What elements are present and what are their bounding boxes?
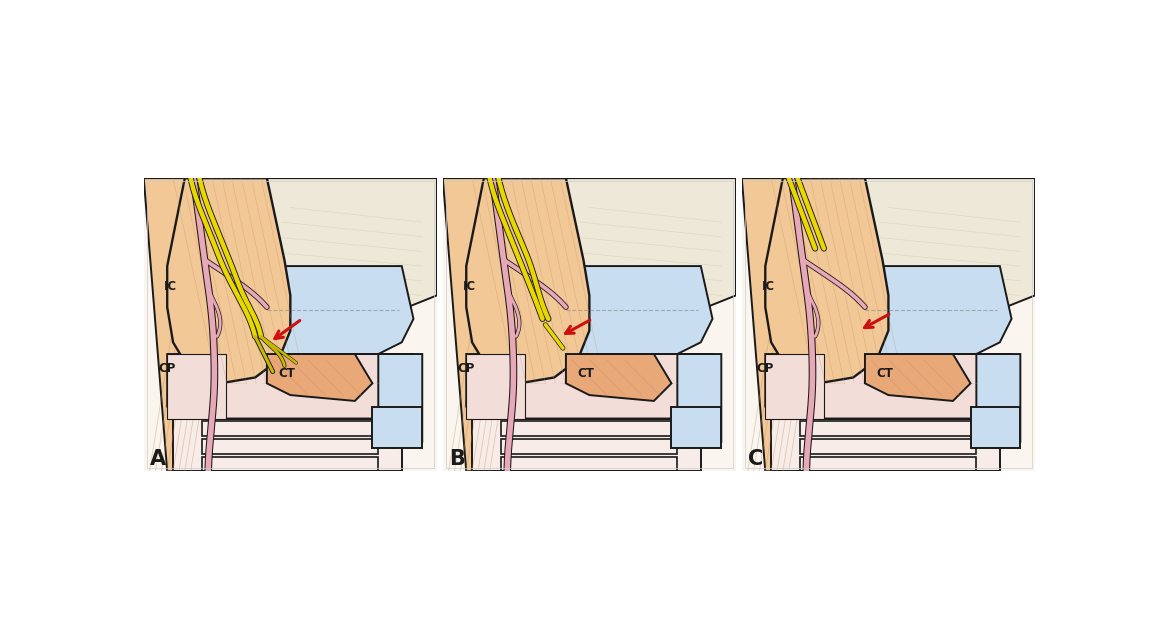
Polygon shape	[466, 354, 524, 419]
Polygon shape	[267, 354, 373, 401]
Text: CT: CT	[278, 368, 296, 381]
Polygon shape	[443, 178, 524, 471]
Polygon shape	[971, 407, 1020, 448]
Polygon shape	[765, 354, 1012, 419]
Text: IC: IC	[762, 280, 775, 293]
Polygon shape	[765, 354, 823, 419]
Text: IC: IC	[463, 280, 476, 293]
Text: CP: CP	[458, 361, 475, 375]
Polygon shape	[742, 178, 823, 471]
Text: CT: CT	[876, 368, 894, 381]
Text: CP: CP	[159, 361, 176, 375]
Polygon shape	[466, 354, 713, 419]
Polygon shape	[806, 178, 1035, 313]
Text: IC: IC	[164, 280, 177, 293]
Polygon shape	[865, 354, 971, 401]
Polygon shape	[144, 178, 437, 471]
Polygon shape	[167, 354, 414, 419]
Text: A: A	[150, 449, 166, 469]
Polygon shape	[742, 178, 1035, 471]
Text: B: B	[448, 449, 465, 469]
Polygon shape	[144, 178, 225, 471]
Polygon shape	[373, 407, 422, 448]
Polygon shape	[172, 419, 401, 471]
Text: CP: CP	[757, 361, 774, 375]
Polygon shape	[672, 407, 721, 448]
Text: CT: CT	[577, 368, 595, 381]
Polygon shape	[765, 178, 889, 383]
Polygon shape	[443, 178, 736, 471]
Polygon shape	[466, 178, 590, 383]
Polygon shape	[167, 354, 225, 419]
Polygon shape	[378, 354, 422, 448]
Polygon shape	[261, 266, 414, 354]
Text: C: C	[748, 449, 762, 469]
Polygon shape	[473, 419, 700, 471]
Polygon shape	[208, 178, 437, 313]
Polygon shape	[507, 178, 736, 313]
Polygon shape	[560, 266, 713, 354]
Polygon shape	[677, 354, 721, 448]
Polygon shape	[859, 266, 1012, 354]
Polygon shape	[566, 354, 672, 401]
Polygon shape	[772, 419, 999, 471]
Polygon shape	[167, 178, 290, 383]
Polygon shape	[976, 354, 1020, 448]
